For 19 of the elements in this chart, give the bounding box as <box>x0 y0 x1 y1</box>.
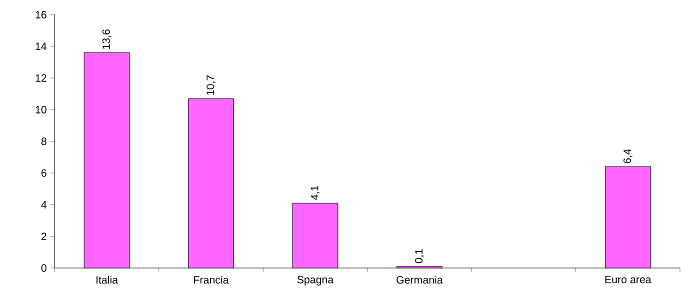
data-label: 10,7 <box>206 75 216 95</box>
data-label: 13,6 <box>102 29 112 49</box>
y-tick-label: 6 <box>41 169 46 177</box>
x-tick-label: Francia <box>194 276 229 284</box>
y-tick-label: 10 <box>36 106 46 114</box>
x-tick-label: Spagna <box>297 276 334 286</box>
y-tick-label: 16 <box>36 10 46 18</box>
data-label: 0,1 <box>415 249 424 264</box>
x-tick-label: Germania <box>396 276 443 284</box>
y-tick-label: 8 <box>41 138 46 146</box>
y-tick-label: 14 <box>36 42 47 50</box>
x-tick-label: Euro area <box>605 276 652 284</box>
data-label: 4,1 <box>310 186 320 200</box>
y-tick-label: 2 <box>41 232 46 240</box>
data-label: 6,4 <box>623 149 632 164</box>
y-tick-label: 4 <box>41 200 47 208</box>
y-tick-label: 0 <box>41 264 46 272</box>
x-tick-label: Italia <box>96 276 118 284</box>
y-tick-label: 12 <box>36 74 46 82</box>
